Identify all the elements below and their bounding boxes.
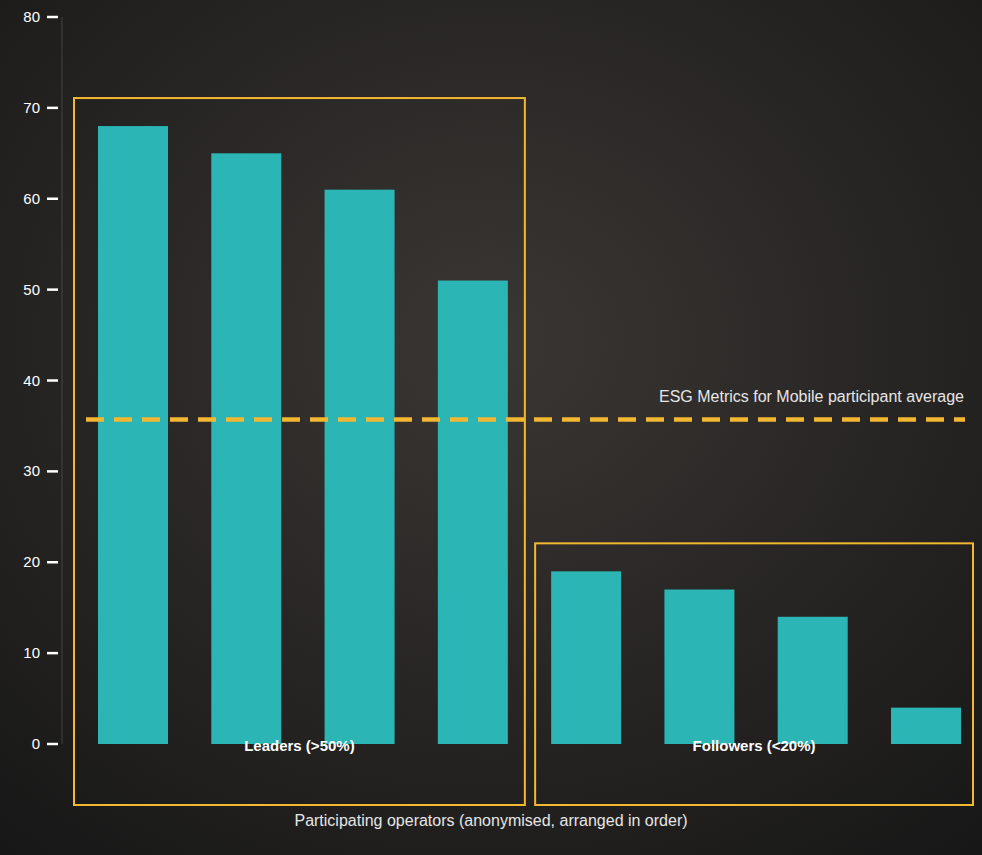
y-tick-label: 80 [23, 8, 40, 25]
y-tick [47, 561, 58, 564]
y-tick-label: 20 [23, 553, 40, 570]
y-tick-label: 0 [32, 735, 40, 752]
y-tick-label: 50 [23, 281, 40, 298]
reference-label: ESG Metrics for Mobile participant avera… [659, 388, 964, 405]
plot-area [98, 126, 961, 744]
y-axis-line [62, 17, 63, 744]
bar [778, 617, 848, 744]
bar [891, 708, 961, 744]
y-tick [47, 16, 58, 19]
y-tick [47, 198, 58, 201]
group-label: Followers (<20%) [693, 737, 816, 754]
y-tick-label: 60 [23, 190, 40, 207]
bar [211, 153, 281, 744]
y-tick-label: 10 [23, 644, 40, 661]
y-tick-label: 40 [23, 372, 40, 389]
group-label: Leaders (>50%) [244, 737, 354, 754]
y-tick-label: 30 [23, 462, 40, 479]
y-tick [47, 107, 58, 110]
y-tick [47, 470, 58, 473]
y-tick [47, 379, 58, 382]
y-tick-label: 70 [23, 99, 40, 116]
bar [98, 126, 168, 744]
background [0, 0, 982, 855]
bar [438, 281, 508, 744]
x-axis-title: Participating operators (anonymised, arr… [294, 812, 687, 829]
y-tick [47, 652, 58, 655]
y-tick [47, 743, 58, 746]
group-box [535, 543, 973, 805]
chart-root: 0 10 20 30 40 50 60 70 80 Leaders (>50%) Followers… [0, 0, 982, 855]
reference-line [86, 417, 965, 422]
bar [551, 571, 621, 744]
bar [325, 190, 395, 744]
group-box [74, 98, 525, 805]
bar [664, 590, 734, 744]
y-tick [47, 288, 58, 291]
